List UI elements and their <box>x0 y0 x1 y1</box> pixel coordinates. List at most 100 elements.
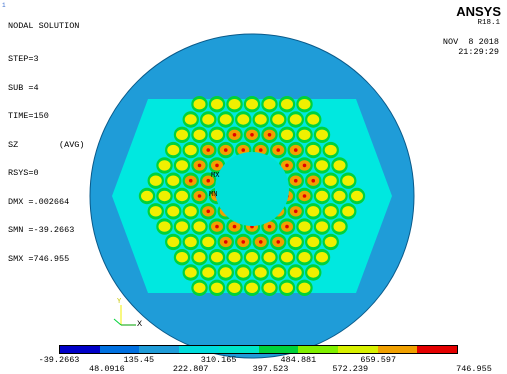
fiber-cell-core <box>316 252 328 263</box>
date-label: NOV 8 2018 <box>442 37 499 47</box>
center-core <box>215 152 289 226</box>
fiber-cell-core <box>281 282 293 293</box>
fiber-cell-core <box>281 99 293 110</box>
fiber-cell-core <box>237 267 250 278</box>
hotspot <box>285 224 289 229</box>
fiber-cell-core <box>316 160 328 171</box>
fiber-cell-core <box>272 114 285 125</box>
hotspot <box>232 133 237 137</box>
hotspot <box>267 224 272 229</box>
hotspot <box>215 163 219 168</box>
fiber-cell-core <box>316 221 328 232</box>
legend-band <box>99 346 140 353</box>
fiber-cell-core <box>281 252 293 263</box>
axis-triad <box>113 305 136 326</box>
hotspot <box>197 163 202 168</box>
info-smx: SMX =746.955 <box>8 253 70 264</box>
fiber-cell-core <box>254 267 267 278</box>
hotspot <box>293 148 298 152</box>
fiber-cell-core <box>158 221 171 232</box>
info-rsys: RSYS=0 <box>8 168 39 178</box>
hotspot <box>223 148 228 152</box>
fiber-cell-core <box>237 114 250 125</box>
fiber-cell-core <box>193 282 206 293</box>
plot-title: NODAL SOLUTION <box>8 21 80 31</box>
legend-value-label: 572.239 <box>332 364 369 374</box>
fiber-cell-core <box>246 252 258 263</box>
legend-labels-top: -39.2663 135.45 310.165 484.881 659.597 <box>0 355 507 365</box>
fiber-cell-core <box>211 252 223 263</box>
fiber-cell-core <box>289 114 302 125</box>
fiber-cell-core <box>149 206 162 217</box>
fiber-cell-core <box>324 175 337 186</box>
legend-value-label: -39.2663 <box>38 355 80 365</box>
fiber-cell-core <box>289 236 302 248</box>
fiber-cell-core <box>298 252 311 263</box>
fiber-cell-core <box>324 236 337 248</box>
legend-band <box>179 346 219 353</box>
hotspot <box>206 148 211 152</box>
fiber-cell-core <box>158 190 171 202</box>
fiber-cell-core <box>307 144 320 156</box>
fiber-cell-core <box>149 175 162 186</box>
fiber-cell-core <box>202 114 215 125</box>
fiber-cell-core <box>324 206 337 217</box>
fiber-cell-core <box>184 114 197 125</box>
fiber-cell-core <box>307 236 320 248</box>
fiber-cell-core <box>228 252 241 263</box>
hotspot <box>250 133 254 137</box>
legend-value-label: 222.807 <box>172 364 209 374</box>
fiber-cell-core <box>158 160 171 171</box>
fiber-cell-core <box>298 221 311 232</box>
fiber-cell-core <box>211 99 223 110</box>
fiber-cell-core <box>316 129 328 140</box>
legend-band <box>139 346 180 353</box>
fiber-cell-core <box>211 129 223 140</box>
info-time: TIME=150 <box>8 111 49 121</box>
legend-value-label: 659.597 <box>360 355 397 365</box>
fiber-cell-core <box>228 282 241 293</box>
fiber-cell-core <box>289 267 302 278</box>
fiber-cell-core <box>176 129 188 140</box>
legend-value-label: 484.881 <box>280 355 317 365</box>
fiber-cell-core <box>167 175 180 186</box>
legend-band <box>60 346 100 353</box>
fiber-cell-core <box>193 252 206 263</box>
fiber-cell-core <box>211 282 223 293</box>
legend-band <box>337 346 378 353</box>
fiber-cell-core <box>141 190 153 202</box>
hotspot <box>276 148 281 152</box>
fiber-cell-core <box>184 267 197 278</box>
triad-y-label: Y <box>117 298 122 306</box>
fiber-cell-core <box>228 99 241 110</box>
fiber-cell-core <box>298 99 311 110</box>
triad-x-label: X <box>137 319 143 329</box>
legend-value-label: 397.523 <box>252 364 289 374</box>
hotspot <box>285 163 289 168</box>
fiber-cell-core <box>219 114 232 125</box>
fiber-cell-core <box>307 206 320 217</box>
min-marker: MN <box>209 191 218 199</box>
fiber-cell-core <box>333 190 346 202</box>
hotspot <box>241 240 246 244</box>
fiber-cell-core <box>202 236 215 248</box>
fiber-cell-core <box>167 236 180 248</box>
fiber-cell-core <box>342 175 355 186</box>
max-marker: MX <box>211 172 220 180</box>
ansys-logo: ANSYS <box>456 4 501 19</box>
version-label: R18.1 <box>477 19 500 27</box>
legend-color-bar <box>59 345 458 354</box>
legend-value-label: 48.0916 <box>89 364 125 374</box>
fiber-cell-core <box>176 252 188 263</box>
fiber-cell-core <box>281 129 293 140</box>
hotspot <box>258 240 263 244</box>
hotspot <box>241 148 246 152</box>
hotspot <box>267 133 272 137</box>
hotspot <box>258 148 263 152</box>
legend-band <box>377 346 418 353</box>
hotspot <box>197 194 202 198</box>
fiber-cell-core <box>167 206 180 217</box>
solution-info: STEP=3 SUB =4 TIME=150 SZ (AVG) RSYS=0 D… <box>8 36 85 274</box>
hotspot <box>206 178 211 183</box>
fiber-cell-core <box>193 221 206 232</box>
